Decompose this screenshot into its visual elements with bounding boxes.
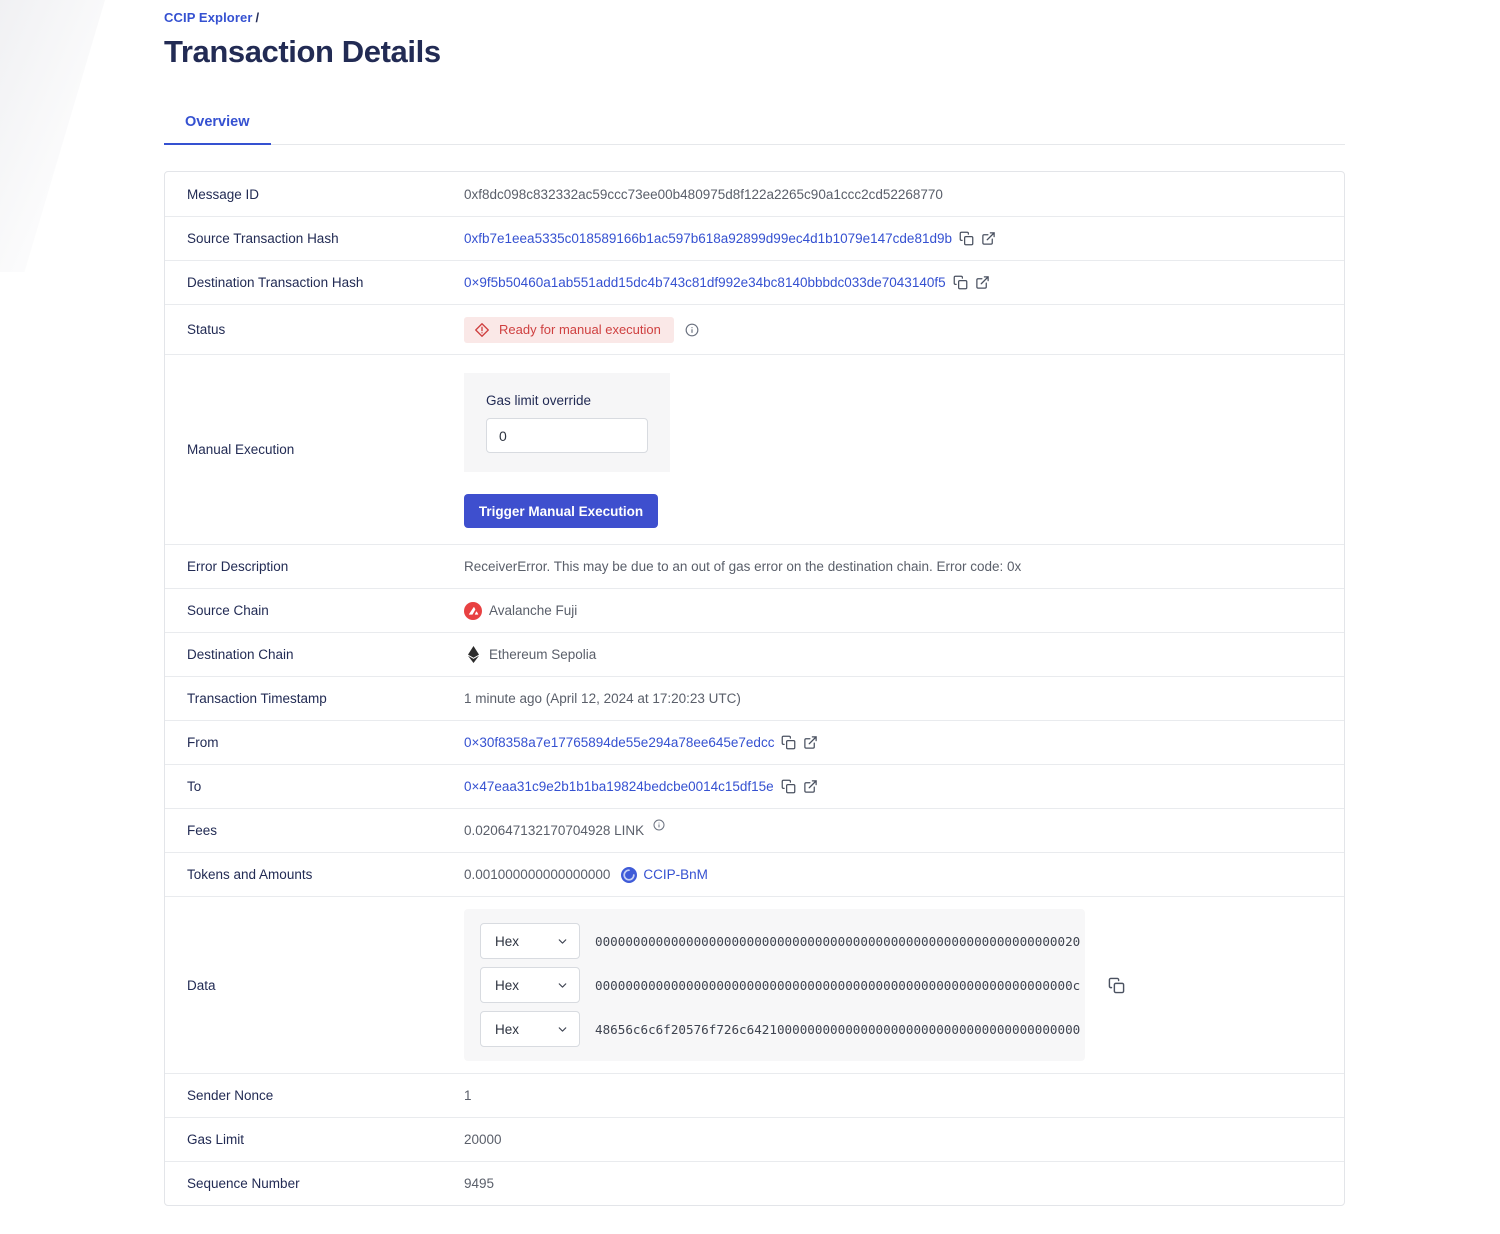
message-id-value: 0xf8dc098c832332ac59ccc73ee00b480975d8f1… — [464, 187, 1344, 202]
from-address-link[interactable]: 0×30f8358a7e17765894de55e294a78ee645e7ed… — [464, 735, 775, 750]
status-badge-text: Ready for manual execution — [499, 322, 661, 337]
token-amount-text: 0.001000000000000000 — [464, 867, 611, 882]
page-title: Transaction Details — [164, 34, 441, 69]
external-link-icon[interactable] — [803, 779, 818, 794]
fees-label: Fees — [187, 823, 218, 838]
error-description-label: Error Description — [187, 559, 289, 574]
tab-overview[interactable]: Overview — [164, 103, 271, 145]
gas-limit-text: 20000 — [464, 1132, 502, 1147]
ethereum-logo-icon — [464, 646, 482, 663]
row-status: Status Ready for manual execution — [165, 304, 1344, 354]
row-fees: Fees 0.020647132170704928 LINK — [165, 808, 1344, 852]
background-decoration — [0, 0, 105, 272]
row-sequence-number: Sequence Number 9495 — [165, 1161, 1344, 1205]
tab-bar: Overview — [164, 103, 1345, 145]
copy-icon[interactable] — [1108, 977, 1125, 994]
destination-chain-text: Ethereum Sepolia — [489, 647, 597, 662]
ccip-bnm-token-icon — [621, 866, 638, 883]
breadcrumb-ccip-explorer-link[interactable]: CCIP Explorer — [164, 10, 253, 25]
row-from: From 0×30f8358a7e17765894de55e294a78ee64… — [165, 720, 1344, 764]
error-description-text: ReceiverError. This may be due to an out… — [464, 559, 1022, 574]
data-label: Data — [187, 977, 216, 993]
main-content: CCIP Explorer / Transaction Details Overv… — [164, 0, 1345, 1206]
row-to: To 0×47eaa31c9e2b1b1ba19824bedcbe0014c15… — [165, 764, 1344, 808]
manual-execution-label: Manual Execution — [187, 442, 295, 457]
hex-encoding-select[interactable]: Hex — [480, 967, 580, 1003]
hex-select-value: Hex — [495, 1021, 520, 1037]
info-icon[interactable] — [685, 323, 699, 337]
copy-icon[interactable] — [953, 275, 968, 290]
from-label: From — [187, 735, 219, 750]
token-link-text: CCIP-BnM — [643, 867, 708, 882]
trigger-manual-execution-button[interactable]: Trigger Manual Execution — [464, 494, 658, 528]
hex-select-value: Hex — [495, 977, 520, 993]
status-badge: Ready for manual execution — [464, 316, 674, 343]
message-id-text: 0xf8dc098c832332ac59ccc73ee00b480975d8f1… — [464, 186, 943, 202]
row-gas-limit: Gas Limit 20000 — [165, 1117, 1344, 1161]
status-label: Status — [187, 322, 226, 337]
hex-data-text: 48656c6c6f20576f726c64210000000000000000… — [595, 1021, 1081, 1037]
hex-encoding-select[interactable]: Hex — [480, 1011, 580, 1047]
message-id-label: Message ID — [187, 186, 260, 202]
manual-execution-content: Gas limit override Trigger Manual Execut… — [464, 355, 670, 544]
source-tx-hash-label: Source Transaction Hash — [187, 231, 339, 246]
chevron-down-icon — [556, 1023, 569, 1036]
source-chain-text: Avalanche Fuji — [489, 603, 578, 618]
hex-data-text: 0000000000000000000000000000000000000000… — [595, 933, 1081, 949]
data-hex-panel: Hex 000000000000000000000000000000000000… — [464, 909, 1085, 1061]
gas-limit-override-label: Gas limit override — [486, 393, 592, 408]
to-label: To — [187, 779, 202, 794]
sequence-number-text: 9495 — [464, 1176, 495, 1191]
row-source-chain: Source Chain Avalanche Fuji — [165, 588, 1344, 632]
row-error-description: Error Description ReceiverError. This ma… — [165, 544, 1344, 588]
gas-limit-override-box: Gas limit override — [464, 373, 670, 472]
row-tokens-and-amounts: Tokens and Amounts 0.001000000000000000 … — [165, 852, 1344, 896]
breadcrumb-separator: / — [255, 10, 260, 25]
row-sender-nonce: Sender Nonce 1 — [165, 1073, 1344, 1117]
row-destination-tx-hash: Destination Transaction Hash 0×9f5b50460… — [165, 260, 1344, 304]
destination-tx-hash-link[interactable]: 0×9f5b50460a1ab551add15dc4b743c81df992e3… — [464, 275, 946, 290]
source-chain-label: Source Chain — [187, 603, 269, 618]
destination-tx-hash-label: Destination Transaction Hash — [187, 275, 364, 290]
destination-chain-label: Destination Chain — [187, 647, 294, 662]
sender-nonce-text: 1 — [464, 1088, 472, 1103]
info-icon[interactable] — [653, 819, 665, 831]
transaction-timestamp-text: 1 minute ago (April 12, 2024 at 17:20:23… — [464, 691, 741, 706]
data-line: Hex 000000000000000000000000000000000000… — [480, 967, 1080, 1003]
to-address-link[interactable]: 0×47eaa31c9e2b1b1ba19824bedcbe0014c15df1… — [464, 779, 774, 794]
row-destination-chain: Destination Chain Ethereum Sepolia — [165, 632, 1344, 676]
row-transaction-timestamp: Transaction Timestamp 1 minute ago (Apri… — [165, 676, 1344, 720]
row-manual-execution: Manual Execution Gas limit override Trig… — [165, 354, 1344, 544]
hex-data-text: 0000000000000000000000000000000000000000… — [595, 977, 1081, 993]
transaction-timestamp-label: Transaction Timestamp — [187, 691, 327, 706]
tokens-and-amounts-label: Tokens and Amounts — [187, 867, 313, 882]
source-tx-hash-link[interactable]: 0xfb7e1eea5335c018589166b1ac597b618a9289… — [464, 231, 952, 246]
external-link-icon[interactable] — [803, 735, 818, 750]
hex-select-value: Hex — [495, 933, 520, 949]
gas-limit-label: Gas Limit — [187, 1132, 245, 1147]
row-data: Data Hex 0000000000000000000000000000000… — [165, 896, 1344, 1073]
copy-icon[interactable] — [959, 231, 974, 246]
row-source-tx-hash: Source Transaction Hash 0xfb7e1eea5335c0… — [165, 216, 1344, 260]
sequence-number-label: Sequence Number — [187, 1176, 300, 1191]
token-link[interactable]: CCIP-BnM — [621, 866, 708, 883]
transaction-details-table: Message ID 0xf8dc098c832332ac59ccc73ee00… — [164, 171, 1345, 1206]
gas-limit-override-input[interactable] — [486, 418, 648, 453]
sender-nonce-label: Sender Nonce — [187, 1088, 274, 1103]
chevron-down-icon — [556, 979, 569, 992]
hex-encoding-select[interactable]: Hex — [480, 923, 580, 959]
fees-text: 0.020647132170704928 LINK — [464, 823, 645, 838]
row-message-id: Message ID 0xf8dc098c832332ac59ccc73ee00… — [165, 172, 1344, 216]
breadcrumb: CCIP Explorer / — [164, 10, 1345, 25]
data-line: Hex 48656c6c6f20576f726c6421000000000000… — [480, 1011, 1080, 1047]
external-link-icon[interactable] — [981, 231, 996, 246]
warning-diamond-icon — [474, 322, 490, 338]
copy-icon[interactable] — [781, 735, 796, 750]
data-line: Hex 000000000000000000000000000000000000… — [480, 923, 1080, 959]
external-link-icon[interactable] — [975, 275, 990, 290]
copy-icon[interactable] — [781, 779, 796, 794]
avalanche-logo-icon — [464, 601, 482, 620]
chevron-down-icon — [556, 935, 569, 948]
